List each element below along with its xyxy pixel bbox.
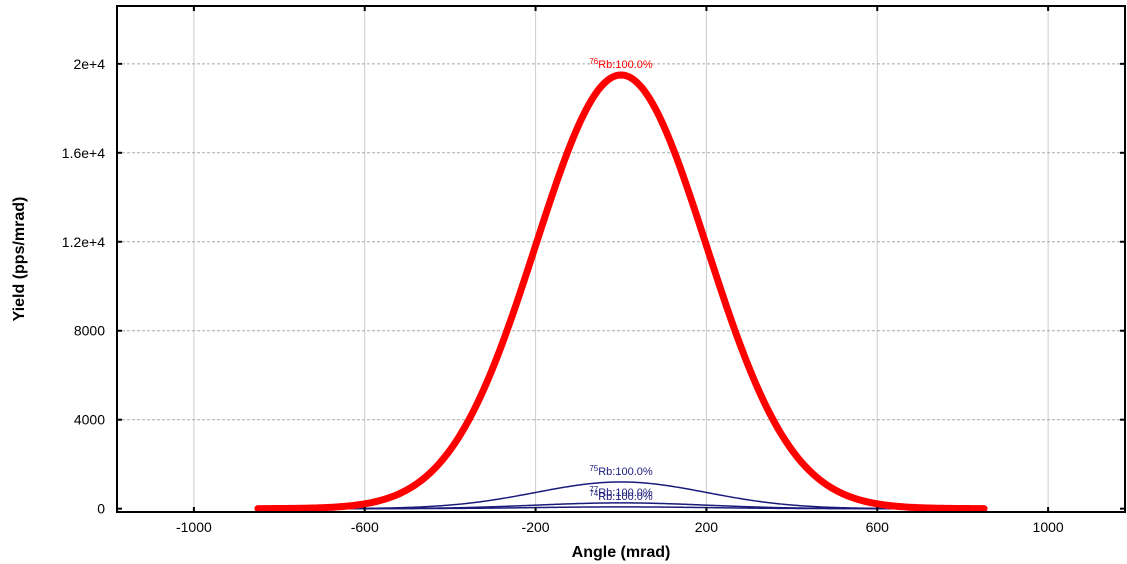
axis-ticks: -1000 -600 -200 200 600 1000 0 4000 8000 1.2e+4 1.… xyxy=(62,6,1125,535)
grid xyxy=(117,6,1125,512)
y-axis-title: Yield (pps/mrad) xyxy=(11,197,28,322)
x-tick-label: 600 xyxy=(866,519,890,535)
peak-label-76Rb: 76Rb:100.0% xyxy=(589,57,653,71)
x-tick-label: 1000 xyxy=(1033,519,1064,535)
y-tick-label: 8000 xyxy=(74,323,105,339)
series-line-76Rb xyxy=(254,71,988,513)
x-tick-label: -1000 xyxy=(176,519,212,535)
series-line-74Rb xyxy=(257,506,985,510)
y-tick-label: 1.6e+4 xyxy=(62,145,105,161)
series-layer xyxy=(254,71,988,513)
x-axis-title: Angle (mrad) xyxy=(572,544,671,561)
peak-label-77Rb: 77Rb:100.0% xyxy=(589,485,653,499)
x-tick-label: -200 xyxy=(522,519,550,535)
x-tick-label: -600 xyxy=(351,519,379,535)
y-tick-label: 0 xyxy=(97,501,105,517)
plot-frame xyxy=(116,5,1126,513)
y-tick-label: 1.2e+4 xyxy=(62,234,105,250)
peak-label-74Rb: 74Rb:100.0% xyxy=(589,489,653,503)
y-tick-label: 4000 xyxy=(74,412,105,428)
x-tick-label: 200 xyxy=(695,519,719,535)
y-tick-label: 2e+4 xyxy=(73,56,105,72)
peak-labels: 75Rb:100.0% 77Rb:100.0%74Rb:100.0% 76Rb:10… xyxy=(589,57,653,503)
peak-label-75Rb: 75Rb:100.0% xyxy=(589,464,653,478)
